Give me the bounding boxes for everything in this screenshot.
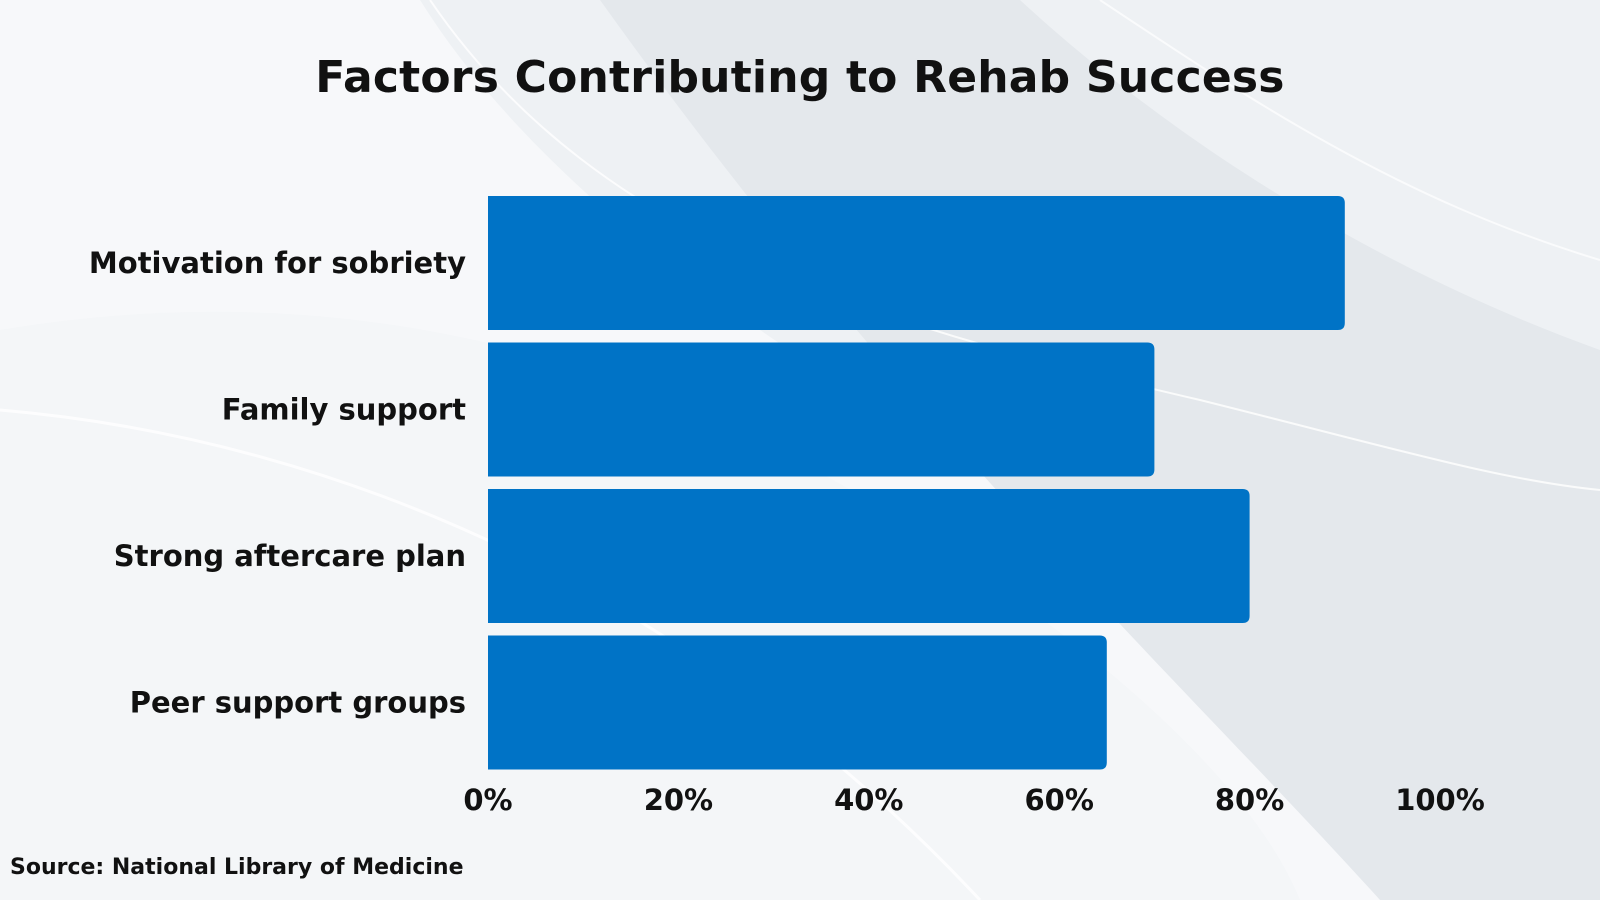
- bar: [488, 635, 1107, 770]
- bar-group: Peer support groups: [130, 635, 1107, 770]
- chart-title: Factors Contributing to Rehab Success: [315, 52, 1285, 103]
- category-label: Peer support groups: [130, 686, 466, 720]
- bar-group: Strong aftercare plan: [114, 489, 1250, 623]
- bar-group: Family support: [222, 342, 1155, 477]
- source-note: Source: National Library of Medicine: [10, 855, 464, 880]
- category-label: Strong aftercare plan: [114, 539, 466, 573]
- bar: [488, 342, 1155, 477]
- bar: [488, 196, 1345, 330]
- x-tick-label: 40%: [834, 783, 903, 817]
- x-tick-label: 0%: [463, 783, 512, 817]
- x-tick-label: 20%: [644, 783, 713, 817]
- bar: [488, 489, 1250, 623]
- x-tick-label: 100%: [1395, 783, 1485, 817]
- x-tick-label: 80%: [1215, 783, 1284, 817]
- x-tick-label: 60%: [1024, 783, 1093, 817]
- category-label: Family support: [222, 393, 466, 427]
- category-label: Motivation for sobriety: [89, 246, 466, 280]
- bar-group: Motivation for sobriety: [89, 196, 1345, 330]
